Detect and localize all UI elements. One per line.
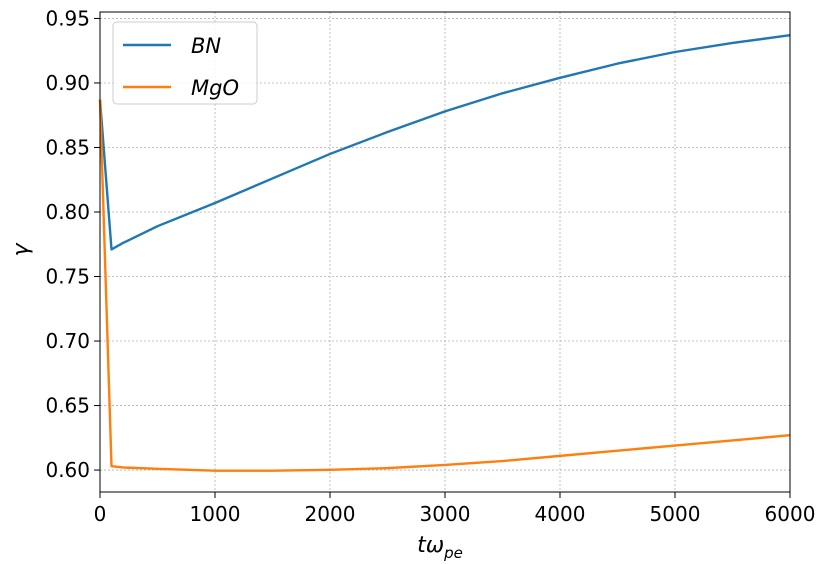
y-tick-label: 0.80 xyxy=(45,200,90,224)
x-tick-label: 0 xyxy=(94,502,107,526)
y-tick-label: 0.95 xyxy=(45,6,90,30)
x-axis-ticks: 0 1000 2000 3000 4000 5000 6000 xyxy=(94,492,816,526)
series-line-mgo xyxy=(98,99,791,472)
legend-label-mgo: MgO xyxy=(191,76,239,100)
y-tick-label: 0.75 xyxy=(45,265,90,289)
x-tick-label: 3000 xyxy=(420,502,471,526)
y-axis-title: γ xyxy=(9,243,34,257)
y-tick-label: 0.65 xyxy=(45,394,90,418)
x-axis-title: tωpe xyxy=(417,533,463,562)
y-tick-label: 0.60 xyxy=(45,458,90,482)
y-tick-label: 0.85 xyxy=(45,135,90,159)
x-tick-label: 6000 xyxy=(765,502,816,526)
x-axis-title-main: tω xyxy=(417,533,444,558)
x-tick-label: 2000 xyxy=(305,502,356,526)
y-tick-label: 0.90 xyxy=(45,71,90,95)
plot-series xyxy=(98,34,791,472)
legend: BN MgO xyxy=(112,21,258,105)
y-axis-ticks: 0.60 0.65 0.70 0.75 0.80 0.85 0.90 0.95 xyxy=(45,6,100,482)
legend-label-bn: BN xyxy=(191,34,221,58)
series-line-bn xyxy=(98,34,791,251)
x-axis-title-subscript: pe xyxy=(443,544,463,562)
x-tick-label: 5000 xyxy=(650,502,701,526)
grid xyxy=(99,12,791,492)
y-tick-label: 0.70 xyxy=(45,329,90,353)
x-tick-label: 4000 xyxy=(535,502,586,526)
legend-box xyxy=(112,21,258,105)
x-tick-label: 1000 xyxy=(190,502,241,526)
